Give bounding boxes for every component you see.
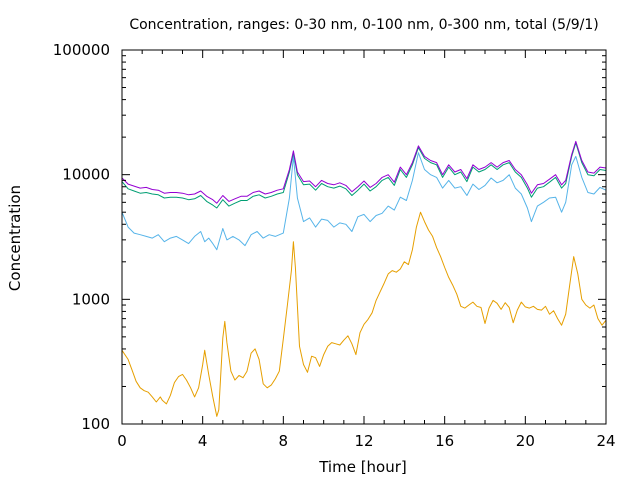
series-line-1 — [121, 211, 607, 417]
x-tick-label: 8 — [279, 432, 289, 450]
series-line-2 — [121, 152, 607, 251]
series-line-4 — [121, 140, 607, 204]
series-line-3 — [121, 142, 607, 209]
x-tick-label: 20 — [516, 432, 535, 450]
y-tick-label: 10000 — [62, 166, 110, 184]
ticks-layer: 0 4 8 12 16 20 24 100 1000 10000 100000 — [53, 41, 616, 450]
x-tick-label: 24 — [596, 432, 615, 450]
x-tick-label: 16 — [435, 432, 454, 450]
y-tick-label: 100000 — [53, 41, 110, 59]
series-layer — [121, 140, 607, 417]
y-axis-label: Concentration — [6, 185, 24, 291]
chart-title: Concentration, ranges: 0-30 nm, 0-100 nm… — [129, 17, 598, 33]
x-tick-label: 4 — [198, 432, 208, 450]
y-tick-label: 100 — [81, 415, 110, 433]
x-tick-label: 12 — [354, 432, 373, 450]
y-tick-label: 1000 — [72, 290, 110, 308]
x-axis-label: Time [hour] — [318, 458, 407, 476]
x-tick-label: 0 — [117, 432, 127, 450]
plot-frame — [121, 49, 607, 425]
